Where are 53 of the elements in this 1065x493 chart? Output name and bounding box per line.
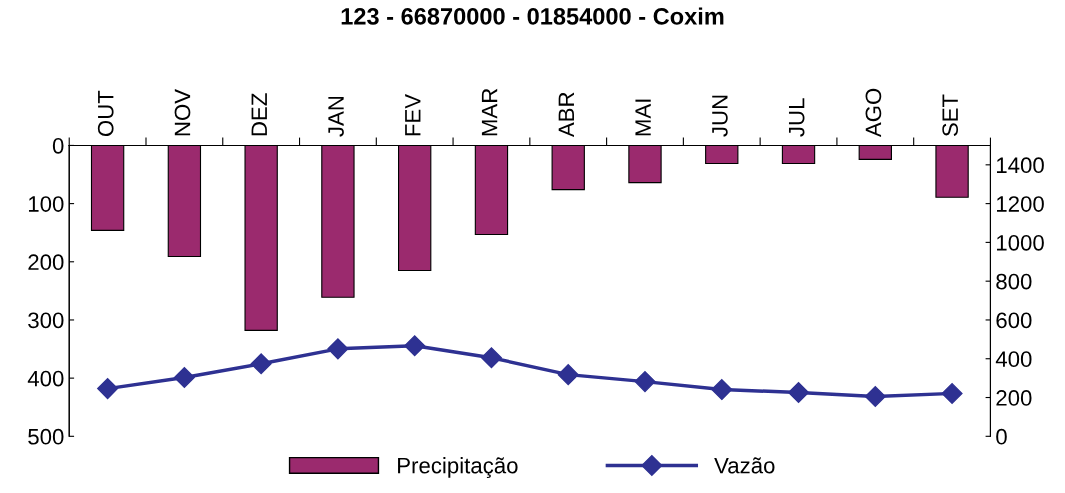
bar (474, 145, 509, 235)
bar (321, 145, 355, 298)
x-tick-label: SET (942, 94, 959, 137)
y2-tick-label: 400 (995, 351, 1032, 368)
x-tick-label: DEZ (251, 93, 267, 136)
bar (935, 145, 969, 198)
x-tick-label: ABR (558, 92, 574, 138)
x-tick-label: FEV (405, 93, 421, 136)
y-tick-label: 0 (52, 137, 64, 154)
y-tick-label: 200 (28, 254, 64, 271)
point (634, 371, 656, 393)
x-tick-label: MAR (481, 88, 498, 136)
point (480, 347, 502, 369)
bar (628, 145, 662, 184)
chart-title: 123 - 66870000 - 01854000 - Coxim (341, 7, 724, 25)
point (327, 338, 349, 360)
x-tick-label: MAI (635, 99, 651, 136)
x-tick-label: JUN (712, 95, 728, 137)
bar (90, 145, 125, 231)
y-tick-label: 100 (28, 196, 64, 212)
point (557, 364, 579, 386)
x-tick-label: NOV (174, 89, 191, 136)
y2-tick-label: 600 (996, 312, 1032, 329)
y2-tick-label: 1400 (997, 157, 1044, 174)
bar (167, 145, 202, 258)
bar (244, 145, 278, 331)
y2-tick-label: 200 (996, 390, 1032, 406)
point (97, 378, 119, 400)
y-tick-label: 400 (27, 370, 64, 387)
y2-tick-label: 800 (996, 273, 1032, 290)
point (250, 353, 272, 375)
x-tick-label: OUT (97, 90, 114, 137)
legend-label: Precipitação (398, 457, 518, 478)
point (941, 382, 963, 404)
x-tick-label: JUL (788, 98, 805, 137)
point (404, 335, 426, 357)
y2-tick-label: 1200 (997, 196, 1044, 212)
point (864, 386, 886, 408)
bar (398, 145, 432, 272)
point (711, 379, 733, 401)
point (788, 381, 810, 403)
bar (781, 145, 816, 165)
y-tick-label: 300 (28, 312, 64, 329)
x-tick-label: JAN (328, 96, 344, 137)
y2-tick-label: 1000 (997, 234, 1044, 251)
point (173, 367, 195, 389)
legend-label: Vazão (714, 457, 775, 474)
y2-tick-label: 0 (996, 428, 1007, 445)
bar (551, 145, 585, 191)
y-tick-label: 500 (28, 428, 64, 445)
bar (858, 145, 892, 160)
bar (705, 145, 739, 165)
x-tick-label: AGO (865, 88, 882, 138)
